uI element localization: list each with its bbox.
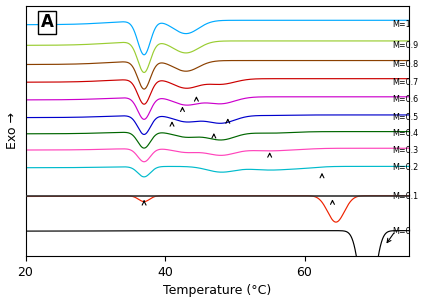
Text: M=0.7: M=0.7 [392,78,418,87]
Text: M=1: M=1 [392,20,410,29]
Text: M=0.8: M=0.8 [392,60,418,69]
Text: M=0.6: M=0.6 [392,95,418,105]
Text: M=0.3: M=0.3 [392,145,418,155]
X-axis label: Temperature (°C): Temperature (°C) [163,285,271,298]
Text: M=0.4: M=0.4 [392,129,418,138]
Text: M=0.5: M=0.5 [392,113,418,122]
Text: M=0: M=0 [392,227,410,236]
Text: M=0.2: M=0.2 [392,163,418,172]
Text: M=0.1: M=0.1 [392,192,418,201]
Text: A: A [41,13,54,31]
Y-axis label: Exo →: Exo → [6,112,19,149]
Text: M=0.9: M=0.9 [392,41,418,50]
